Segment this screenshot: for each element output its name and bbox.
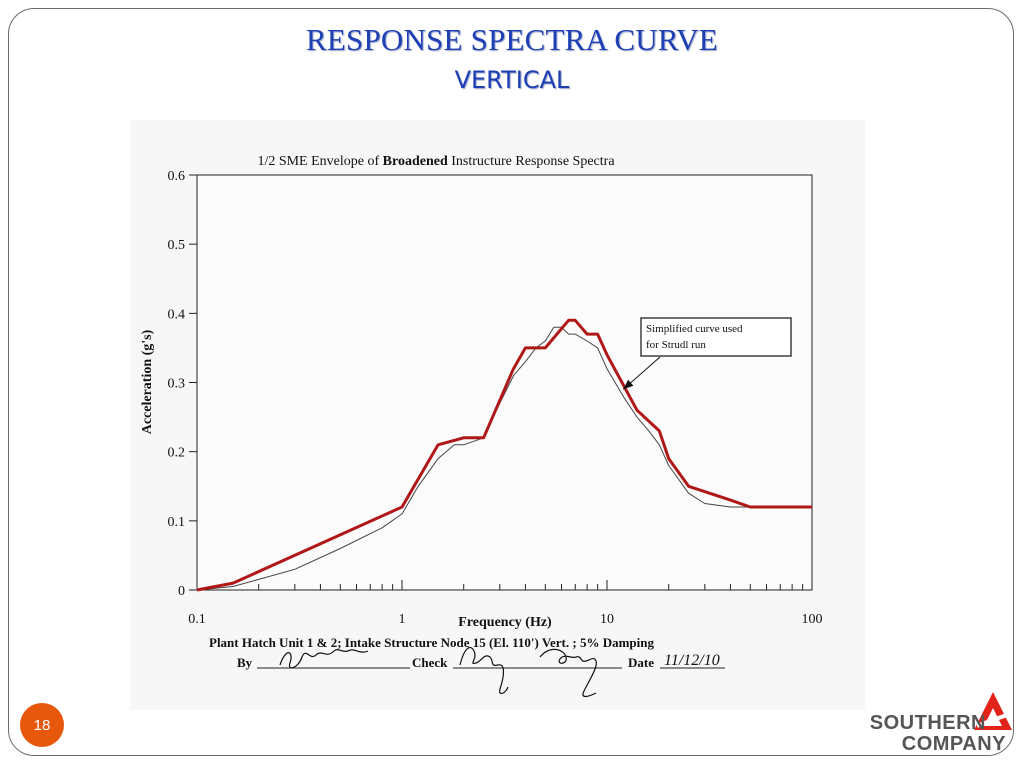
check-signature xyxy=(459,646,597,698)
by-signature xyxy=(279,648,369,669)
page-number: 18 xyxy=(33,716,51,734)
annotation-line-1: Simplified curve used xyxy=(646,323,743,335)
chart-title-part-2: Broadened xyxy=(383,154,448,169)
y-tick-label: 0.1 xyxy=(168,515,186,530)
response-spectra-chart: 1/2 SME Envelope of Broadened Instructur… xyxy=(140,154,823,698)
annotation-arrowhead xyxy=(623,379,634,390)
date-label: Date xyxy=(628,655,654,670)
by-label: By xyxy=(237,655,253,670)
x-tick-label: 1 xyxy=(399,612,406,627)
envelope-series-line xyxy=(196,318,812,592)
y-axis-label: Acceleration (g's) xyxy=(140,329,155,434)
axis-ticks: 00.10.20.30.40.50.60.1 1 10 100 xyxy=(168,169,823,627)
y-tick-label: 0.5 xyxy=(168,238,186,253)
date-value: 11/12/10 xyxy=(664,652,720,669)
logo-text-line-1: SOUTHERN xyxy=(869,712,986,734)
scanned-chart: 1/2 SME Envelope of Broadened Instructur… xyxy=(130,120,865,710)
y-tick-label: 0.4 xyxy=(168,307,186,322)
series-layer xyxy=(196,318,812,592)
annotation-box: Simplified curve used for Strudl run xyxy=(622,317,792,390)
raw-series-line xyxy=(196,326,812,591)
y-tick-label: 0.6 xyxy=(168,169,186,184)
annotation-rect xyxy=(640,317,792,357)
slide-subtitle: VERTICAL xyxy=(454,66,570,94)
chart-title-part-3: Instructure Response Spectra xyxy=(448,154,616,169)
footer-caption: Plant Hatch Unit 1 & 2; Intake Structure… xyxy=(209,635,655,650)
chart-title-part-1: 1/2 SME Envelope of xyxy=(257,154,382,169)
x-axis-label: Frequency (Hz) xyxy=(458,615,552,630)
y-tick-label: 0.2 xyxy=(168,446,186,461)
x-tick-label: 0.1 xyxy=(188,612,206,627)
annotation-line-2: for Strudl run xyxy=(646,339,706,351)
y-tick-label: 0 xyxy=(178,584,185,599)
y-tick-label: 0.3 xyxy=(168,377,186,392)
slide-title: RESPONSE SPECTRA CURVE xyxy=(306,22,718,57)
x-tick-label: 10 xyxy=(600,612,614,627)
chart-title: 1/2 SME Envelope of Broadened Instructur… xyxy=(257,154,615,169)
company-logo: SOUTHERN COMPANY xyxy=(850,688,1020,758)
plot-area xyxy=(196,174,813,591)
logo-text-line-2: COMPANY xyxy=(901,733,1006,755)
signature-block: By Check Date 11/12/10 xyxy=(237,646,725,698)
check-label: Check xyxy=(412,655,448,670)
logo-triangle-icon xyxy=(974,692,1012,730)
x-tick-label: 100 xyxy=(802,612,823,627)
page-number-badge: 18 xyxy=(20,703,64,747)
